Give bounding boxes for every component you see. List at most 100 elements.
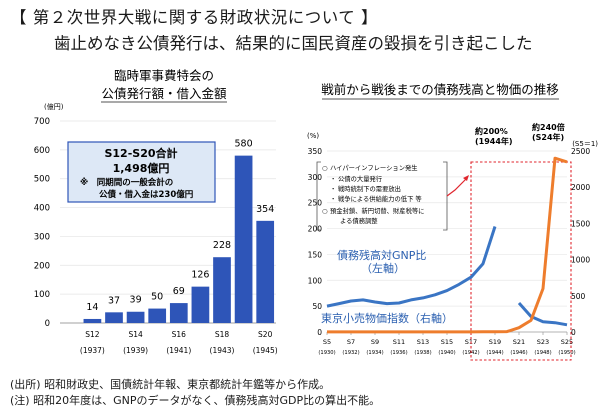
bar-value-label: 39 (130, 295, 142, 306)
x-tick-era: S23 (537, 338, 549, 346)
right-y-tick-label: 2500 (571, 147, 590, 156)
war-bond-bar-chart: 臨時軍事費特会の 公債発行額・借入金額 (億円) 0 100 200 300 400 50… (34, 68, 278, 355)
x-tick-year: (1932) (342, 350, 359, 356)
y-tick-label: 700 (34, 117, 50, 127)
legend-bullet: ・ (330, 196, 336, 203)
line-chart-title: 戦前から戦後までの債務残高と物価の推移 (321, 82, 559, 97)
x-tick-era: S5 (323, 338, 331, 346)
source-note: (出所) 昭和財政史、国債統計年報、東京都統計年鑑等から作成。 (10, 378, 331, 391)
bar-chart-title-line2: 公債発行額・借入金額 (101, 86, 227, 101)
right-y-tick-label: 1000 (571, 256, 590, 265)
right-y-tick-label: 2000 (571, 183, 590, 192)
callout-note-line1: ※ 同期間の一般会計の (80, 177, 173, 188)
y-tick-label: 400 (34, 204, 50, 214)
right-y-tick-label: 0 (571, 328, 576, 337)
gnp-ratio-line (326, 226, 497, 308)
debt-peak-label-line2: (1944年) (475, 136, 513, 146)
x-tick-era: S14 (128, 330, 143, 339)
bar (148, 308, 167, 323)
x-tick-year: (1930) (318, 350, 335, 356)
page-title: 【 第２次世界大戦に関する財政状況について 】 (10, 8, 378, 27)
bar-chart-unit-label: (億円) (44, 102, 64, 111)
x-tick-year: (1945) (253, 346, 278, 355)
bar-value-label: 126 (191, 270, 209, 281)
bar (191, 286, 210, 323)
debt-peak-label-line1: 約200% (475, 126, 508, 136)
bar (169, 303, 188, 323)
x-tick-year: (1936) (390, 350, 407, 356)
line-chart-annotations: 債務残高対GNP比 （左軸） 東京小売物価指数（右軸） 約200% (1944年… (321, 122, 565, 325)
legend-item: ハイパーインフレーション発生 (330, 163, 418, 172)
y-tick-label: 500 (34, 175, 50, 185)
bar-value-label: 50 (151, 292, 163, 303)
price-peak-label-line1: 約240倍 (532, 122, 565, 132)
legend-bullet: ○ (322, 208, 328, 215)
bar-value-label: 580 (235, 139, 253, 150)
x-tick-era: S18 (215, 330, 230, 339)
x-tick-era: S21 (513, 338, 525, 346)
left-y-tick-label: 0 (317, 328, 322, 337)
bar (105, 312, 123, 323)
left-axis-unit: (%) (307, 132, 319, 140)
bar (213, 257, 231, 323)
legend-bullet: ○ (322, 165, 328, 172)
x-tick-year: (1937) (80, 346, 105, 355)
inflation-legend-box: ○ ハイパーインフレーション発生・ 公債の大量発行・ 戦時統制下の需要放出・ 戦争による… (316, 161, 469, 231)
bar-value-label: 37 (108, 295, 120, 306)
x-tick-era: S20 (258, 330, 273, 339)
right-y-tick-label: 1500 (571, 219, 590, 228)
x-tick-era: S7 (347, 338, 355, 346)
left-y-tick-label: 200 (308, 225, 323, 234)
bar (256, 220, 275, 323)
x-tick-era: S25 (561, 338, 573, 346)
bar (234, 155, 253, 323)
right-y-tick-label: 500 (571, 292, 586, 301)
bar-value-label: 228 (213, 240, 231, 251)
callout-title: S12-S20合計 (104, 146, 177, 160)
x-tick-year: (1939) (123, 346, 148, 355)
x-tick-era: S11 (393, 338, 405, 346)
legend-item: 戦争による供給能力の低下 等 (338, 194, 422, 203)
x-tick-year: (1938) (414, 350, 431, 356)
bar-value-label: 354 (256, 204, 274, 215)
callout-amount: 1,498億円 (113, 161, 170, 175)
x-tick-year: (1946) (510, 350, 527, 356)
gnp-series-label-line2: （左軸） (361, 261, 405, 275)
bar-chart-title-line1: 臨時軍事費特会の (114, 68, 214, 83)
footnote: (注) 昭和20年度は、GNPのデータがなく、債務残高対GDP比の算出不能。 (10, 394, 381, 407)
x-tick-era: S15 (441, 338, 453, 346)
legend-item: 公債の大量発行 (338, 174, 383, 183)
x-tick-year: (1934) (366, 350, 383, 356)
right-axis-unit: (S5＝1) (572, 140, 598, 148)
x-tick-era: S12 (85, 330, 100, 339)
y-tick-label: 600 (34, 146, 50, 156)
debt-price-line-chart: 戦前から戦後までの債務残高と物価の推移 (%) (S5＝1) 0 50 100 150… (307, 82, 598, 361)
legend-item: よる債務調整 (340, 216, 378, 225)
y-tick-label: 0 (45, 319, 50, 329)
price-index-line (327, 156, 568, 334)
legend-bullet: ・ (330, 176, 336, 183)
legend-item: 戦時統制下の需要放出 (338, 184, 401, 193)
left-y-tick-label: 350 (308, 147, 323, 156)
highlight-period-box (470, 161, 572, 361)
x-tick-era: S13 (417, 338, 429, 346)
price-series-label: 東京小売物価指数（右軸） (321, 311, 453, 325)
left-y-tick-label: 50 (312, 302, 322, 311)
x-tick-era: S9 (371, 338, 379, 346)
left-y-tick-label: 150 (308, 250, 323, 259)
left-y-tick-label: 250 (308, 199, 323, 208)
callout-note-line2: 公債・借入金は230億円 (99, 189, 193, 200)
page-subtitle: 歯止めなき公債発行は、結果的に国民資産の毀損を引き起こした (54, 34, 533, 53)
x-tick-year: (1944) (486, 350, 503, 356)
x-tick-year: (1940) (438, 350, 455, 356)
bar-value-label: 69 (173, 286, 185, 297)
x-tick-era: S19 (489, 338, 501, 346)
price-peak-label-line2: (S24年) (532, 132, 564, 142)
legend-item: 預金封鎖、新円切替、財産税等に (330, 206, 424, 215)
bar (126, 311, 145, 323)
x-tick-year: (1950) (558, 350, 575, 356)
x-tick-year: (1948) (534, 350, 551, 356)
y-tick-label: 100 (34, 290, 50, 300)
bar-chart-callout: S12-S20合計 1,498億円 ※ 同期間の一般会計の 公債・借入金は230… (67, 141, 216, 203)
bar-value-label: 14 (86, 302, 98, 313)
